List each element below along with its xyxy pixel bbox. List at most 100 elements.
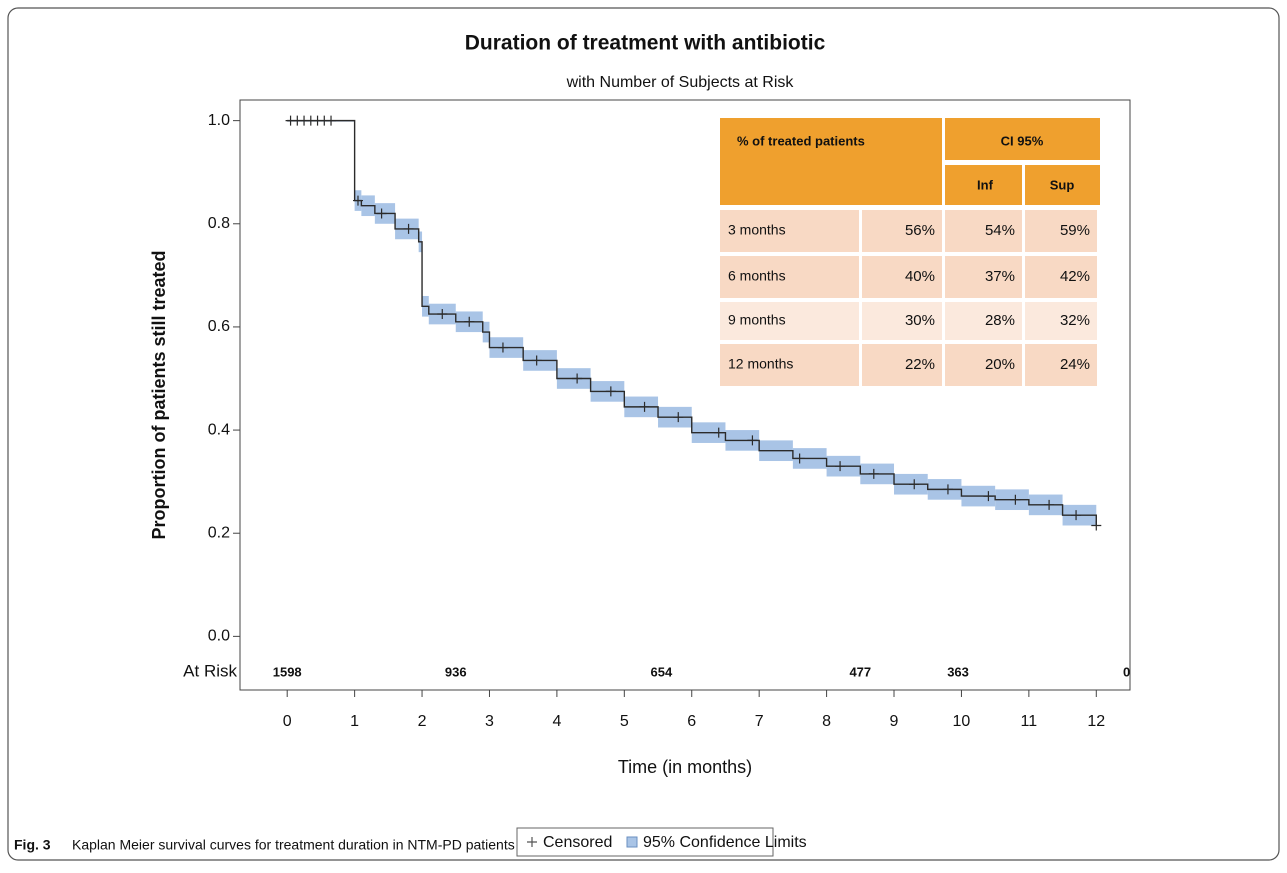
censored-mark bbox=[376, 208, 387, 219]
table-cell bbox=[1025, 344, 1097, 386]
legend-band-symbol bbox=[626, 836, 638, 848]
chart-title: Duration of treatment with antibiotic bbox=[465, 32, 826, 55]
censored-mark bbox=[1044, 499, 1055, 510]
table-cell-text: 40% bbox=[905, 268, 935, 285]
censored-mark bbox=[639, 401, 650, 412]
table-cell bbox=[720, 302, 859, 340]
table-cell bbox=[862, 210, 942, 252]
y-tick-label: 0.4 bbox=[208, 421, 230, 438]
table-header-cell bbox=[720, 118, 942, 205]
at-risk-count: 936 bbox=[445, 664, 467, 679]
table-cell-text: 6 months bbox=[728, 268, 786, 284]
x-tick-label: 3 bbox=[485, 713, 494, 730]
table-cell-text: 3 months bbox=[728, 222, 786, 238]
plot-frame bbox=[239, 99, 1131, 691]
censored-mark bbox=[497, 342, 508, 353]
legend-label: Censored bbox=[543, 834, 612, 851]
table-header: CI 95% bbox=[1001, 133, 1044, 148]
table-cell bbox=[1025, 302, 1097, 340]
table-cell bbox=[945, 256, 1022, 298]
table-cell-text: 42% bbox=[1060, 268, 1090, 285]
x-tick-label: 10 bbox=[953, 713, 971, 730]
censored-mark bbox=[835, 461, 846, 472]
caption-label: Fig. 3 bbox=[14, 837, 51, 853]
table-cell-text: 20% bbox=[985, 356, 1015, 373]
censored-mark bbox=[464, 316, 475, 327]
table-cell-text: 22% bbox=[905, 356, 935, 373]
table-cell-text: 9 months bbox=[728, 312, 786, 328]
x-tick-label: 9 bbox=[890, 713, 899, 730]
table-cell bbox=[1025, 210, 1097, 252]
legend-censored-symbol bbox=[527, 837, 537, 847]
table-header-cell bbox=[1025, 165, 1100, 205]
at-risk-count: 654 bbox=[651, 664, 673, 679]
chart-subtitle: with Number of Subjects at Risk bbox=[566, 74, 795, 91]
censored-mark bbox=[673, 412, 684, 423]
table-cell bbox=[945, 302, 1022, 340]
table-cell-text: 30% bbox=[905, 312, 935, 329]
censored-mark bbox=[437, 309, 448, 320]
caption-text: Kaplan Meier survival curves for treatme… bbox=[72, 837, 515, 853]
x-tick-label: 8 bbox=[822, 713, 831, 730]
x-tick-label: 2 bbox=[418, 713, 427, 730]
censored-mark bbox=[868, 468, 879, 479]
table-cell bbox=[720, 210, 859, 252]
censored-mark bbox=[403, 223, 414, 234]
at-risk-count: 0 bbox=[1123, 664, 1130, 679]
censored-mark bbox=[713, 427, 724, 438]
x-tick-label: 6 bbox=[687, 713, 696, 730]
censored-mark bbox=[326, 115, 337, 126]
at-risk-count: 1598 bbox=[273, 664, 302, 679]
table-subheader: Sup bbox=[1050, 177, 1075, 192]
censored-mark bbox=[747, 435, 758, 446]
x-tick-label: 1 bbox=[350, 713, 359, 730]
table-cell-text: 12 months bbox=[728, 356, 793, 372]
at-risk-label: At Risk bbox=[183, 661, 237, 680]
table-header: % of treated patients bbox=[737, 133, 865, 148]
censored-mark bbox=[983, 491, 994, 502]
y-tick-label: 0.0 bbox=[208, 628, 230, 645]
y-tick-label: 0.6 bbox=[208, 318, 230, 335]
table-subheader: Inf bbox=[977, 177, 994, 192]
inset-table: % of treated patients CI 95% Inf Sup 3 month… bbox=[720, 118, 1100, 386]
censored-mark bbox=[942, 484, 953, 495]
censored-mark bbox=[531, 355, 542, 366]
x-axis-label: Time (in months) bbox=[618, 757, 752, 777]
censored-mark bbox=[572, 373, 583, 384]
x-tick-label: 7 bbox=[755, 713, 764, 730]
table-header-cell bbox=[945, 118, 1100, 160]
table-cell bbox=[862, 302, 942, 340]
censored-mark bbox=[605, 386, 616, 397]
table-header-cell bbox=[945, 165, 1022, 205]
x-tick-label: 0 bbox=[283, 713, 292, 730]
censored-mark bbox=[1010, 494, 1021, 505]
y-tick-label: 1.0 bbox=[208, 112, 230, 129]
table-cell bbox=[720, 344, 859, 386]
table-cell-text: 28% bbox=[985, 312, 1015, 329]
y-axis-label: Proportion of patients still treated bbox=[149, 250, 169, 539]
censored-mark bbox=[1091, 520, 1102, 531]
table-cell-text: 56% bbox=[905, 222, 935, 239]
table-cell bbox=[945, 210, 1022, 252]
figure-border bbox=[7, 7, 1280, 861]
table-cell-text: 59% bbox=[1060, 222, 1090, 239]
y-tick-label: 0.2 bbox=[208, 524, 230, 541]
censored-mark bbox=[794, 453, 805, 464]
table-cell-text: 32% bbox=[1060, 312, 1090, 329]
at-risk-count: 363 bbox=[947, 664, 969, 679]
table-cell-text: 37% bbox=[985, 268, 1015, 285]
x-tick-label: 11 bbox=[1021, 713, 1038, 730]
table-cell bbox=[1025, 256, 1097, 298]
censored-mark bbox=[1071, 510, 1082, 521]
legend-box bbox=[516, 827, 774, 857]
censored-mark bbox=[909, 479, 920, 490]
x-tick-label: 5 bbox=[620, 713, 629, 730]
censored-mark bbox=[352, 195, 363, 206]
table-cell-text: 54% bbox=[985, 222, 1015, 239]
x-tick-label: 4 bbox=[552, 713, 561, 730]
y-tick-label: 0.8 bbox=[208, 215, 230, 232]
at-risk-count: 477 bbox=[849, 664, 871, 679]
table-cell-text: 24% bbox=[1060, 356, 1090, 373]
legend-label: 95% Confidence Limits bbox=[643, 834, 807, 851]
